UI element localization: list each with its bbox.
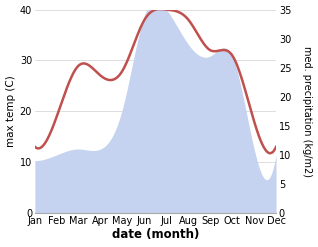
Y-axis label: max temp (C): max temp (C) <box>5 75 16 147</box>
Y-axis label: med. precipitation (kg/m2): med. precipitation (kg/m2) <box>302 46 313 177</box>
X-axis label: date (month): date (month) <box>112 228 199 242</box>
